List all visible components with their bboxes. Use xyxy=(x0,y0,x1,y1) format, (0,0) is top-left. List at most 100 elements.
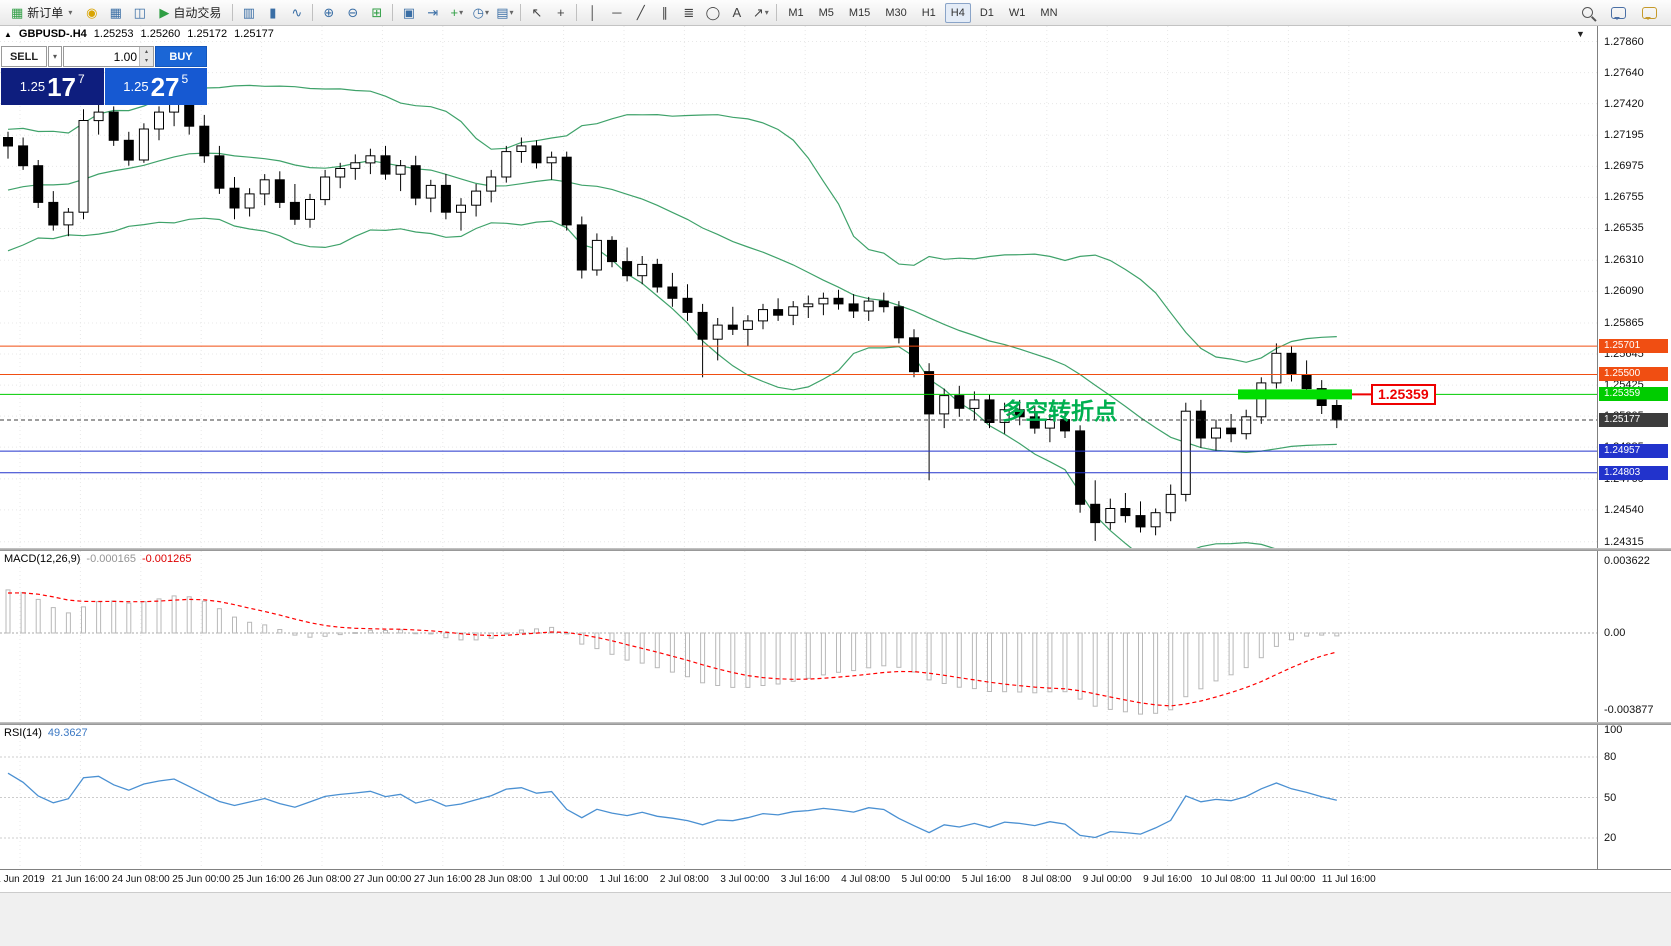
price-axis-label: 1.27420 xyxy=(1604,97,1644,110)
volume-decrease-button[interactable]: ▾ xyxy=(139,56,153,66)
line-chart-button[interactable]: ∿ xyxy=(285,3,308,23)
toolbar-right-group xyxy=(1576,3,1667,23)
timeframe-m1-button[interactable]: M1 xyxy=(788,6,804,19)
fibonacci-button[interactable]: ≣ xyxy=(677,3,700,23)
time-axis-label: 28 Jun 08:00 xyxy=(474,874,533,885)
arrows-button[interactable]: ↗ ▾ xyxy=(749,3,772,23)
ohlc-close: 1.25177 xyxy=(234,28,274,40)
price-level-tag[interactable]: 1.24957 xyxy=(1599,444,1668,459)
arrows-icon: ↗ xyxy=(752,5,764,20)
sell-price-main: 17 xyxy=(47,71,77,102)
timeframe-w1-button[interactable]: W1 xyxy=(1008,6,1026,19)
price-level-tag[interactable]: 1.24803 xyxy=(1599,465,1668,480)
sell-button[interactable]: SELL xyxy=(1,46,47,67)
time-axis-label: 5 Jul 16:00 xyxy=(961,874,1011,885)
search-icon xyxy=(1582,7,1593,18)
community-button[interactable] xyxy=(1638,3,1661,23)
search-button[interactable] xyxy=(1576,3,1599,23)
buy-price-display[interactable]: 1.25 27 5 xyxy=(104,68,207,105)
ohlc-low: 1.25172 xyxy=(187,28,228,40)
timeframe-m5-button[interactable]: M5 xyxy=(818,6,834,19)
macd-label: MACD(12,26,9) -0.000165 -0.001265 xyxy=(4,553,192,565)
shapes-button[interactable]: ◯ xyxy=(701,3,724,23)
periods-button[interactable]: ◷ ▾ xyxy=(469,3,492,23)
templates-button[interactable]: ▤ ▾ xyxy=(493,3,516,23)
macd-canvas[interactable] xyxy=(0,551,1597,722)
sell-price-display[interactable]: 1.25 17 7 xyxy=(1,68,104,105)
timeframe-h1-button[interactable]: H1 xyxy=(921,6,936,19)
chart-shift-icon: ⇥ xyxy=(427,5,439,20)
toolbar-separator xyxy=(576,4,578,21)
autotrading-button[interactable]: ▶ 自动交易 xyxy=(152,3,228,23)
buy-price-big: 1.25 xyxy=(123,79,149,94)
volume-increase-button[interactable]: ▴ xyxy=(139,47,153,57)
macd-scale-label: 0.00 xyxy=(1604,627,1626,639)
time-axis-label: 26 Jun 08:00 xyxy=(293,874,351,885)
price-axis-label: 1.27860 xyxy=(1604,35,1644,48)
trendline-button[interactable]: ╱ xyxy=(629,3,652,23)
vertical-line-button[interactable]: │ xyxy=(581,3,604,23)
price-level-tag[interactable]: 1.25177 xyxy=(1599,413,1668,428)
autotrading-icon: ▶ xyxy=(159,5,170,20)
candlestick-chart-icon: ▮ xyxy=(269,5,277,20)
buy-button[interactable]: BUY xyxy=(155,46,207,67)
rsi-canvas[interactable] xyxy=(0,725,1597,869)
chat-button[interactable] xyxy=(1607,3,1630,23)
rsi-scale-label: 80 xyxy=(1604,751,1617,763)
equidistant-channel-button[interactable]: ∥ xyxy=(653,3,676,23)
horizontal-line-icon: ─ xyxy=(612,5,622,20)
scroll-to-end-icon[interactable]: ▼ xyxy=(1576,29,1585,39)
crosshair-icon: + xyxy=(557,5,565,20)
price-level-tag[interactable]: 1.25500 xyxy=(1599,367,1668,382)
rsi-label: RSI(14) 49.3627 xyxy=(4,727,88,739)
tile-windows-button[interactable]: ⊞ xyxy=(365,3,388,23)
chart-shift-button[interactable]: ⇥ xyxy=(421,3,444,23)
charts-window-button[interactable]: ▦ xyxy=(104,3,127,23)
rsi-value: 49.3627 xyxy=(47,727,88,739)
new-chart-icon: ▣ xyxy=(402,5,415,20)
chevron-down-icon: ▾ xyxy=(52,52,57,61)
timeframe-m30-button[interactable]: M30 xyxy=(885,6,907,19)
mql5-compass-button[interactable]: ◉ xyxy=(80,3,103,23)
panel-splitter[interactable] xyxy=(0,722,1671,725)
timeframe-mn-button[interactable]: MN xyxy=(1040,6,1058,19)
price-level-tag[interactable]: 1.25701 xyxy=(1599,339,1668,354)
indicators-button[interactable]: + ▾ xyxy=(445,3,468,23)
trade-options-dropdown[interactable]: ▾ xyxy=(48,46,62,67)
price-level-tag[interactable]: 1.25359 xyxy=(1599,387,1668,402)
status-area xyxy=(0,892,1671,946)
time-axis[interactable]: 1 Jun 2019 21 Jun 16:00 24 Jun 08:00 25 Jun… xyxy=(0,869,1671,892)
candlestick-chart-button[interactable]: ▮ xyxy=(261,3,284,23)
time-axis-label: 24 Jun 08:00 xyxy=(111,874,170,885)
zoom-in-button[interactable]: ⊕ xyxy=(317,3,340,23)
new-order-button[interactable]: ▦ 新订单 ▾ xyxy=(4,3,79,23)
timeframe-m15-button[interactable]: M15 xyxy=(848,6,871,19)
vertical-line-icon: │ xyxy=(588,5,597,20)
panel-splitter[interactable] xyxy=(0,548,1671,551)
volume-field: ▴ ▾ xyxy=(63,46,154,67)
zoom-out-icon: ⊖ xyxy=(347,5,359,20)
horizontal-line-button[interactable]: ─ xyxy=(605,3,628,23)
new-order-label: 新订单 xyxy=(27,6,64,20)
main-chart-panel[interactable]: ▲ GBPUSD-.H4 1.25253 1.25260 1.25172 1.2… xyxy=(0,26,1597,548)
main-toolbar: ▦ 新订单 ▾ ◉ ▦ ◫ ▶ 自动交易 ▥ ▮ ∿ ⊕ ⊖ ⊞ ▣ ⇥ + ▾ ◷ ▾ ▤ ▾ ↖ + │ ─ ╱ ∥ ≣ ◯ A ↗ ▾ M1… xyxy=(0,0,1671,26)
new-chart-button[interactable]: ▣ xyxy=(397,3,420,23)
profiles-button[interactable]: ◫ xyxy=(128,3,151,23)
bar-chart-button[interactable]: ▥ xyxy=(237,3,260,23)
crosshair-button[interactable]: + xyxy=(549,3,572,23)
rsi-name: RSI(14) xyxy=(4,727,42,739)
time-axis-label: 8 Jul 08:00 xyxy=(1022,874,1072,885)
zoom-out-button[interactable]: ⊖ xyxy=(341,3,364,23)
price-axis-label: 1.25865 xyxy=(1604,316,1644,329)
main-chart-canvas[interactable] xyxy=(0,26,1597,548)
chat-icon xyxy=(1611,6,1626,20)
cursor-button[interactable]: ↖ xyxy=(525,3,548,23)
time-axis-label: 25 Jun 16:00 xyxy=(232,874,291,885)
timeframe-h4-button[interactable]: H4 xyxy=(944,2,971,23)
level-price-callout[interactable]: 1.25359 xyxy=(1371,384,1436,406)
text-button[interactable]: A xyxy=(725,3,748,23)
volume-input[interactable] xyxy=(64,47,153,66)
equidistant-channel-icon: ∥ xyxy=(661,5,669,20)
timeframe-d1-button[interactable]: D1 xyxy=(979,6,994,19)
price-axis[interactable]: 1.27860 1.27640 1.27420 1.27195 1.26975 1.267… xyxy=(1597,26,1671,869)
